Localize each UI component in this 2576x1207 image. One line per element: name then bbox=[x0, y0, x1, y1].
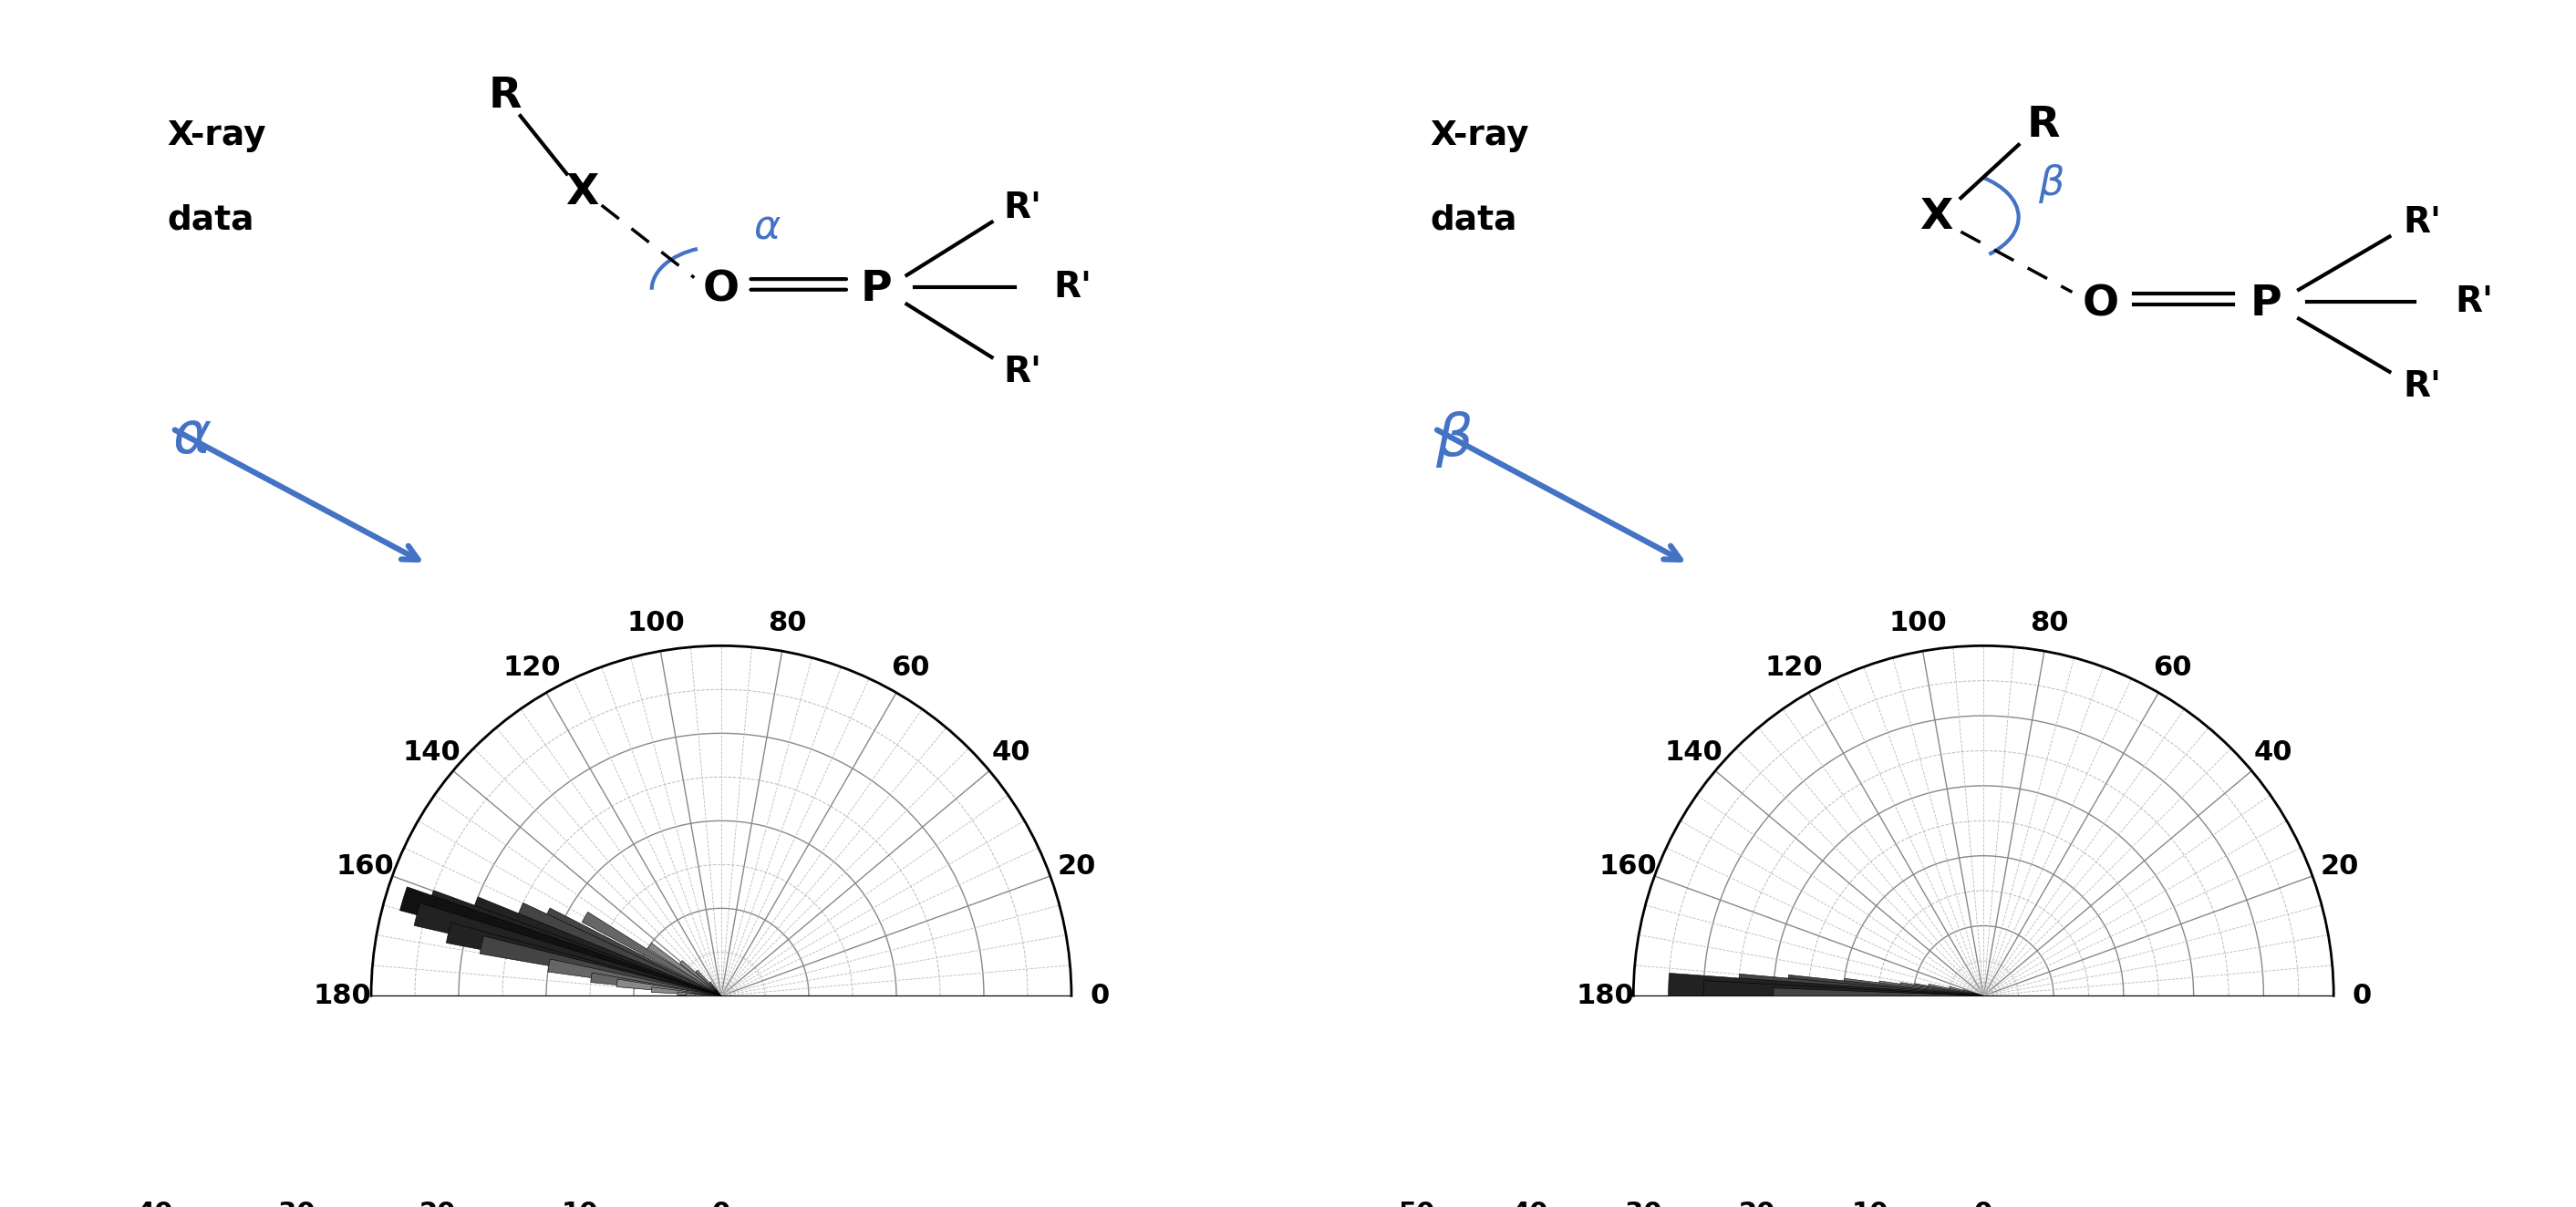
Text: 40: 40 bbox=[1512, 1201, 1548, 1207]
Bar bbox=[677, 992, 721, 996]
Bar bbox=[415, 903, 721, 996]
Bar bbox=[518, 903, 721, 996]
Bar bbox=[399, 887, 721, 996]
Bar bbox=[696, 970, 721, 996]
Text: $\beta$: $\beta$ bbox=[2038, 162, 2066, 205]
Bar bbox=[590, 973, 721, 996]
Text: 10: 10 bbox=[1852, 1201, 1888, 1207]
Text: R': R' bbox=[1005, 355, 1041, 389]
Text: 10: 10 bbox=[562, 1201, 598, 1207]
Bar bbox=[616, 979, 721, 996]
Text: R: R bbox=[489, 76, 520, 117]
Bar bbox=[471, 897, 721, 996]
Bar bbox=[703, 995, 721, 997]
Bar bbox=[544, 908, 721, 996]
Text: R: R bbox=[2027, 105, 2061, 146]
Bar bbox=[549, 960, 721, 996]
Bar bbox=[652, 987, 721, 996]
Text: R': R' bbox=[2403, 369, 2442, 403]
Text: $\beta$: $\beta$ bbox=[1435, 409, 1471, 470]
Bar bbox=[1963, 990, 1984, 996]
Text: data: data bbox=[1430, 204, 1517, 237]
Text: 0: 0 bbox=[1973, 1201, 1994, 1207]
Text: X-ray: X-ray bbox=[1430, 119, 1528, 152]
Text: 20: 20 bbox=[420, 1201, 456, 1207]
Bar bbox=[1914, 984, 1984, 996]
Text: P: P bbox=[860, 269, 891, 310]
Bar bbox=[696, 995, 721, 996]
Text: O: O bbox=[2081, 284, 2120, 325]
Bar bbox=[446, 922, 721, 996]
Bar bbox=[582, 912, 721, 996]
Text: R': R' bbox=[2403, 205, 2442, 239]
Text: X: X bbox=[567, 173, 598, 214]
Bar bbox=[1899, 982, 1984, 996]
Text: 20: 20 bbox=[1739, 1201, 1775, 1207]
Bar bbox=[1772, 989, 1984, 1003]
Bar bbox=[479, 935, 721, 996]
Text: O: O bbox=[703, 269, 739, 310]
Text: X-ray: X-ray bbox=[167, 119, 265, 152]
Text: R': R' bbox=[1005, 191, 1041, 225]
Text: $\alpha$: $\alpha$ bbox=[173, 409, 211, 466]
Text: R': R' bbox=[1054, 270, 1092, 304]
Bar bbox=[1739, 974, 1984, 996]
Bar bbox=[680, 961, 721, 996]
Text: data: data bbox=[167, 204, 255, 237]
Bar bbox=[1669, 973, 1984, 997]
Text: P: P bbox=[2249, 284, 2282, 325]
Bar bbox=[428, 891, 721, 996]
Bar bbox=[1878, 981, 1984, 996]
Text: 30: 30 bbox=[278, 1201, 314, 1207]
Text: 50: 50 bbox=[1399, 1201, 1435, 1207]
Text: 0: 0 bbox=[711, 1201, 732, 1207]
Bar bbox=[1950, 986, 1984, 996]
Bar bbox=[1788, 975, 1984, 996]
Bar bbox=[1844, 979, 1984, 996]
Text: X: X bbox=[1919, 197, 1953, 238]
Bar bbox=[708, 982, 721, 996]
Text: $\alpha$: $\alpha$ bbox=[755, 208, 781, 246]
Text: 30: 30 bbox=[1625, 1201, 1662, 1207]
Text: R': R' bbox=[2455, 285, 2494, 319]
Bar bbox=[685, 993, 721, 996]
Text: 40: 40 bbox=[137, 1201, 173, 1207]
Bar bbox=[647, 943, 721, 996]
Bar bbox=[1927, 984, 1984, 996]
Bar bbox=[1703, 980, 1984, 1002]
